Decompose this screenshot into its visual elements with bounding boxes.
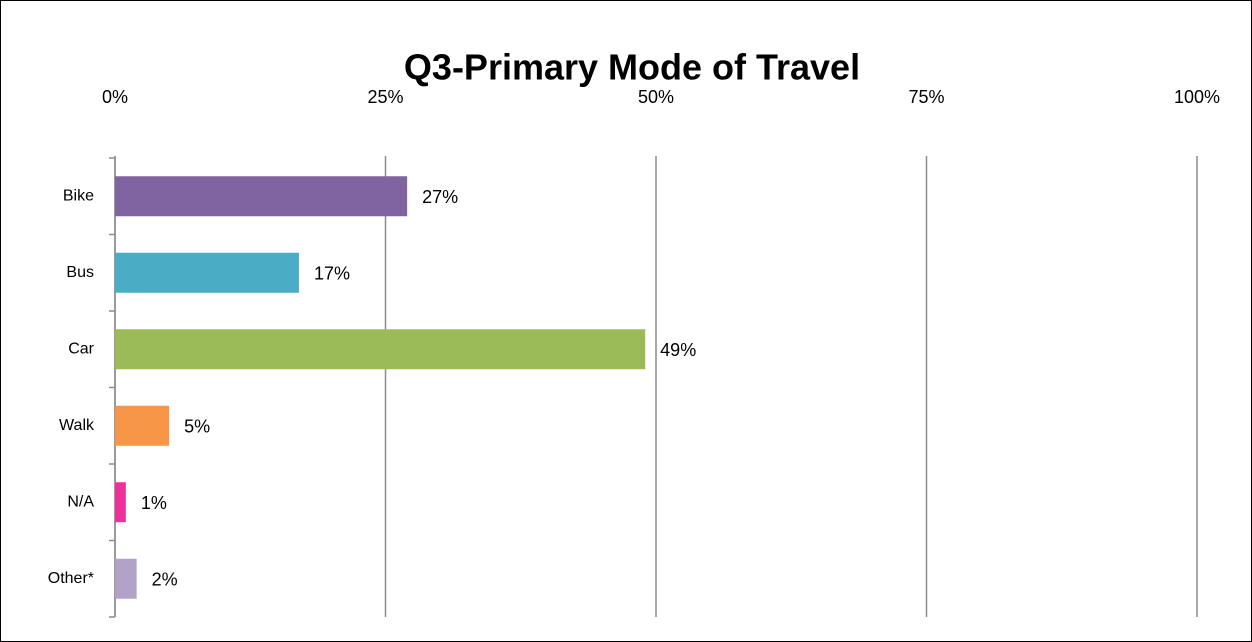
bar: [115, 176, 408, 217]
x-tick-label: 0%: [102, 87, 128, 107]
data-label: 2%: [152, 570, 178, 590]
x-tick-label: 25%: [367, 87, 403, 107]
x-tick-label: 100%: [1174, 87, 1220, 107]
y-tick-label: Walk: [59, 417, 95, 434]
data-label: 49%: [660, 340, 696, 360]
y-tick-label: Car: [68, 340, 94, 357]
bar: [115, 482, 126, 523]
bar: [115, 329, 646, 370]
data-label: 17%: [314, 264, 350, 284]
y-tick-label: Bike: [63, 187, 94, 204]
data-label: 1%: [141, 493, 167, 513]
x-tick-label: 50%: [638, 87, 674, 107]
y-tick-label: N/A: [67, 493, 94, 510]
data-label: 27%: [422, 187, 458, 207]
bar: [115, 405, 170, 446]
y-tick-label: Other*: [48, 570, 94, 587]
bar: [115, 558, 137, 599]
x-tick-label: 75%: [908, 87, 944, 107]
chart-title: Q3-Primary Mode of Travel: [404, 47, 860, 88]
data-label: 5%: [184, 417, 210, 437]
bar: [115, 252, 299, 293]
y-tick-label: Bus: [66, 264, 94, 281]
